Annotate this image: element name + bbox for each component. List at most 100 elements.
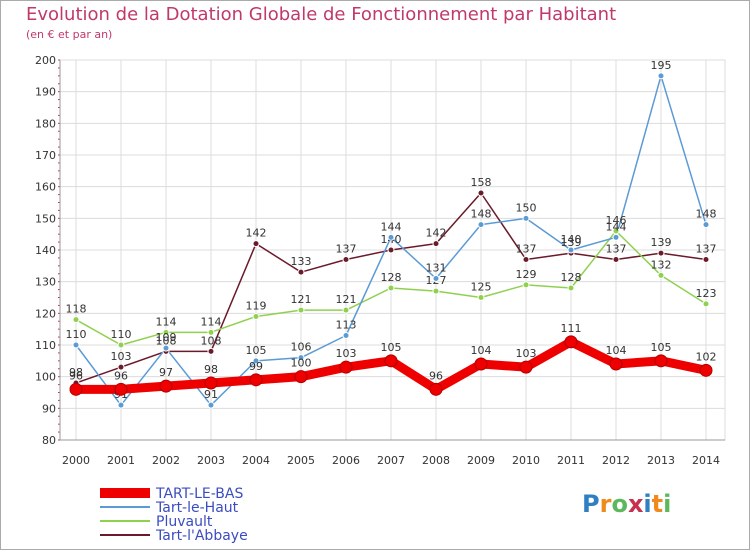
data-label: 128 <box>561 271 582 284</box>
y-tick-label: 150 <box>35 212 56 225</box>
data-point <box>69 382 83 396</box>
x-tick-label: 2013 <box>647 454 675 467</box>
data-label: 111 <box>561 322 582 335</box>
y-tick-label: 120 <box>35 307 56 320</box>
data-label: 195 <box>651 59 672 72</box>
data-point <box>114 382 128 396</box>
logo-letter: i <box>663 490 672 518</box>
data-point <box>387 284 395 292</box>
data-label: 142 <box>246 227 267 240</box>
x-tick-label: 2011 <box>557 454 585 467</box>
data-point <box>117 363 125 371</box>
proxiti-logo[interactable]: Proxiti <box>582 490 671 518</box>
data-point <box>249 373 263 387</box>
data-label: 98 <box>204 363 218 376</box>
y-tick-label: 200 <box>35 54 56 67</box>
data-point <box>567 246 575 254</box>
data-point <box>657 271 665 279</box>
x-tick-label: 2014 <box>692 454 720 467</box>
logo-letter: x <box>627 490 644 518</box>
data-point <box>432 275 440 282</box>
legend-label: Pluvault <box>156 514 213 530</box>
x-tick-label: 2002 <box>152 454 180 467</box>
data-point <box>297 268 305 276</box>
data-label: 114 <box>201 315 222 328</box>
y-tick-label: 180 <box>35 117 56 130</box>
data-point <box>612 256 620 263</box>
logo-letter: r <box>599 490 612 518</box>
data-label: 108 <box>201 334 222 347</box>
data-point <box>522 281 530 289</box>
y-tick-label: 140 <box>35 244 56 257</box>
data-point <box>474 357 488 371</box>
data-label: 113 <box>336 319 357 332</box>
data-point <box>702 221 710 229</box>
data-label: 100 <box>291 357 312 370</box>
x-tick-label: 2012 <box>602 454 630 467</box>
x-tick-label: 2001 <box>107 454 135 467</box>
data-point <box>207 328 215 336</box>
data-point <box>654 354 668 368</box>
data-label: 103 <box>516 347 537 360</box>
data-point <box>339 360 353 374</box>
legend-label: Tart-l'Abbaye <box>155 528 248 544</box>
data-label: 137 <box>606 243 627 256</box>
data-point <box>342 306 350 314</box>
data-label: 118 <box>66 303 87 316</box>
data-label: 103 <box>111 350 132 363</box>
data-point <box>432 287 440 295</box>
data-label: 105 <box>381 341 402 354</box>
y-tick-label: 130 <box>35 276 56 289</box>
data-point <box>522 256 530 263</box>
data-point <box>342 256 350 263</box>
data-point <box>612 233 620 241</box>
data-label: 97 <box>159 366 173 379</box>
data-point <box>657 249 665 257</box>
data-point <box>297 306 305 314</box>
data-point <box>207 347 215 355</box>
data-label: 96 <box>114 369 128 382</box>
data-label: 139 <box>651 236 672 249</box>
data-label: 108 <box>156 334 177 347</box>
y-tick-label: 100 <box>35 371 56 384</box>
logo-letter: o <box>611 490 628 518</box>
x-tick-label: 2004 <box>242 454 270 467</box>
data-label: 137 <box>516 243 537 256</box>
data-point <box>159 379 173 393</box>
data-label: 142 <box>426 227 447 240</box>
data-point <box>702 300 710 308</box>
data-point <box>387 233 395 241</box>
x-tick-label: 2006 <box>332 454 360 467</box>
data-point <box>609 357 623 371</box>
data-point <box>297 354 305 362</box>
y-tick-label: 160 <box>35 181 56 194</box>
data-label: 103 <box>336 347 357 360</box>
data-label: 109 <box>156 331 177 344</box>
y-tick-label: 80 <box>42 434 56 447</box>
data-label: 121 <box>291 293 312 306</box>
y-tick-label: 170 <box>35 149 56 162</box>
logo-letter: t <box>651 490 664 518</box>
chart-subtitle: (en € et par an) <box>26 28 113 41</box>
data-point <box>294 370 308 384</box>
data-point <box>252 240 260 248</box>
data-point <box>117 401 125 409</box>
data-label: 119 <box>246 300 267 313</box>
data-point <box>72 316 80 324</box>
data-point <box>702 256 710 263</box>
data-label: 99 <box>249 360 263 373</box>
data-point <box>477 221 485 229</box>
data-label: 133 <box>291 255 312 268</box>
data-label: 96 <box>429 369 443 382</box>
data-point <box>342 332 350 339</box>
data-label: 146 <box>606 214 627 227</box>
data-label: 110 <box>66 328 87 341</box>
data-label: 139 <box>561 236 582 249</box>
data-label: 125 <box>471 281 492 294</box>
data-label: 121 <box>336 293 357 306</box>
data-label: 104 <box>471 344 492 357</box>
x-tick-label: 2010 <box>512 454 540 467</box>
data-point <box>72 341 80 349</box>
data-point <box>204 376 218 390</box>
